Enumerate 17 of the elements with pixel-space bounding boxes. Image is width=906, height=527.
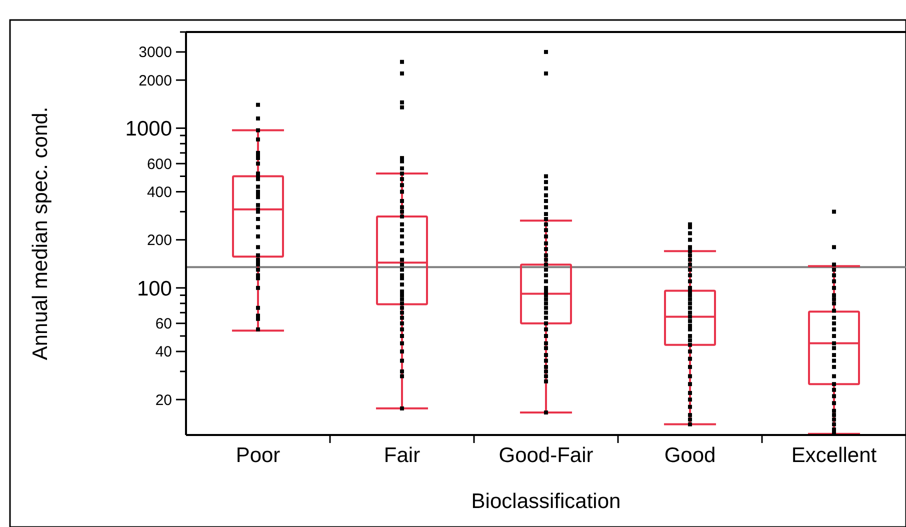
x-tick-label: Excellent bbox=[791, 444, 877, 467]
x-tick-label: Good bbox=[664, 444, 716, 467]
y-tick-label: 100 bbox=[136, 277, 172, 300]
y-tick-label: 20 bbox=[155, 392, 172, 409]
y-axis-title: Annual median spec. cond. bbox=[29, 106, 52, 360]
x-axis-title: Bioclassification bbox=[471, 490, 621, 513]
y-tick-label: 200 bbox=[146, 232, 172, 250]
x-tick-label: Good-Fair bbox=[498, 444, 594, 467]
x-tick-label: Poor bbox=[236, 444, 280, 467]
x-tick-label: Fair bbox=[384, 444, 420, 467]
y-tick-label: 2000 bbox=[138, 72, 172, 90]
y-tick-label: 3000 bbox=[138, 44, 172, 62]
y-tick-label: 400 bbox=[146, 184, 172, 201]
y-tick-label: 40 bbox=[155, 344, 172, 361]
y-tick-label: 1000 bbox=[125, 118, 172, 141]
y-tick-label: 600 bbox=[146, 156, 172, 173]
y-tick-label: 60 bbox=[155, 316, 172, 333]
